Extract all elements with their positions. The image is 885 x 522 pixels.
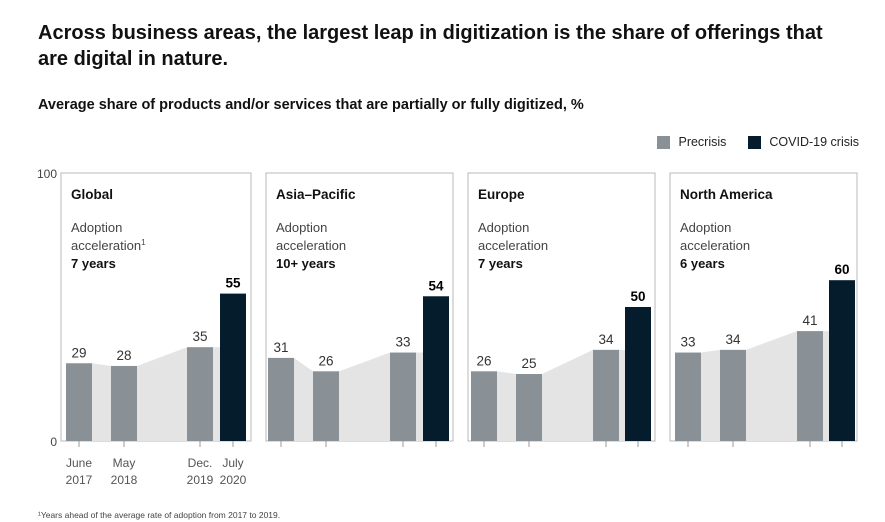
chart-title: Across business areas, the largest leap … — [38, 22, 823, 70]
x-tick-label: May — [113, 456, 136, 470]
bar-precrisis — [268, 357, 294, 441]
data-label: 28 — [116, 348, 131, 363]
data-label: 60 — [834, 262, 849, 277]
x-tick-label: 2019 — [187, 473, 214, 487]
legend: Precrisis COVID-19 crisis — [635, 135, 859, 149]
bar-precrisis — [66, 363, 92, 441]
data-label: 26 — [318, 353, 333, 368]
bar-precrisis — [675, 352, 701, 441]
bar-precrisis — [516, 374, 542, 441]
trend-area — [268, 352, 423, 441]
data-label: 25 — [521, 356, 536, 371]
legend-label-precrisis: Precrisis — [678, 135, 727, 149]
panel-title: Global — [71, 187, 113, 202]
acceleration-value: 7 years — [71, 256, 116, 271]
y-tick-label: 0 — [50, 435, 57, 449]
trend-area — [66, 347, 220, 441]
bar-precrisis — [797, 331, 823, 441]
panel-title: Asia–Pacific — [276, 187, 356, 202]
bar-covid — [423, 296, 449, 441]
trend-area — [675, 331, 829, 441]
x-tick-label: July — [222, 456, 243, 470]
bar-precrisis — [111, 365, 137, 441]
acceleration-label: acceleration — [276, 238, 346, 253]
legend-label-covid: COVID-19 crisis — [769, 135, 859, 149]
bar-covid — [625, 307, 651, 441]
bar-covid — [220, 293, 246, 441]
acceleration-label: Adoption — [276, 220, 327, 235]
bar-precrisis — [187, 347, 213, 441]
acceleration-label: Adoption — [478, 220, 529, 235]
data-label: 55 — [225, 276, 241, 291]
data-label: 41 — [802, 313, 817, 328]
x-tick-label: 2018 — [111, 473, 138, 487]
legend-item-precrisis: Precrisis — [657, 135, 726, 149]
legend-swatch-precrisis — [657, 135, 671, 149]
data-label: 33 — [395, 335, 410, 350]
x-tick-label: Dec. — [188, 456, 213, 470]
bar-precrisis — [720, 349, 746, 441]
footnote-marker: 1 — [141, 238, 146, 247]
x-tick-label: 2020 — [220, 473, 247, 487]
x-tick-label: 2017 — [66, 473, 93, 487]
bar-precrisis — [593, 349, 619, 441]
acceleration-value: 7 years — [478, 256, 523, 271]
chart-subtitle: Average share of products and/or service… — [38, 97, 584, 113]
legend-swatch-covid — [748, 135, 762, 149]
data-label: 34 — [598, 332, 614, 347]
data-label: 29 — [71, 345, 86, 360]
bar-precrisis — [390, 352, 416, 441]
data-label: 33 — [680, 335, 695, 350]
acceleration-value: 10+ years — [276, 256, 336, 271]
acceleration-value: 6 years — [680, 256, 725, 271]
panel-title: North America — [680, 187, 773, 202]
data-label: 35 — [192, 329, 207, 344]
data-label: 26 — [476, 353, 491, 368]
y-tick-label: 100 — [37, 167, 57, 181]
bar-precrisis — [313, 371, 339, 441]
data-label: 50 — [630, 289, 645, 304]
x-tick-label: June — [66, 456, 92, 470]
bar-precrisis — [471, 371, 497, 441]
panel-title: Europe — [478, 187, 525, 202]
acceleration-label: acceleration1 — [71, 238, 146, 253]
data-label: 34 — [725, 332, 741, 347]
footnote: ¹Years ahead of the average rate of adop… — [38, 510, 281, 520]
data-label: 31 — [273, 340, 288, 355]
data-label: 54 — [428, 278, 444, 293]
acceleration-label: acceleration — [478, 238, 548, 253]
acceleration-label: Adoption — [71, 220, 122, 235]
acceleration-label: Adoption — [680, 220, 731, 235]
trend-area — [471, 349, 625, 441]
bar-covid — [829, 280, 855, 441]
acceleration-label: acceleration — [680, 238, 750, 253]
legend-item-covid: COVID-19 crisis — [748, 135, 859, 149]
